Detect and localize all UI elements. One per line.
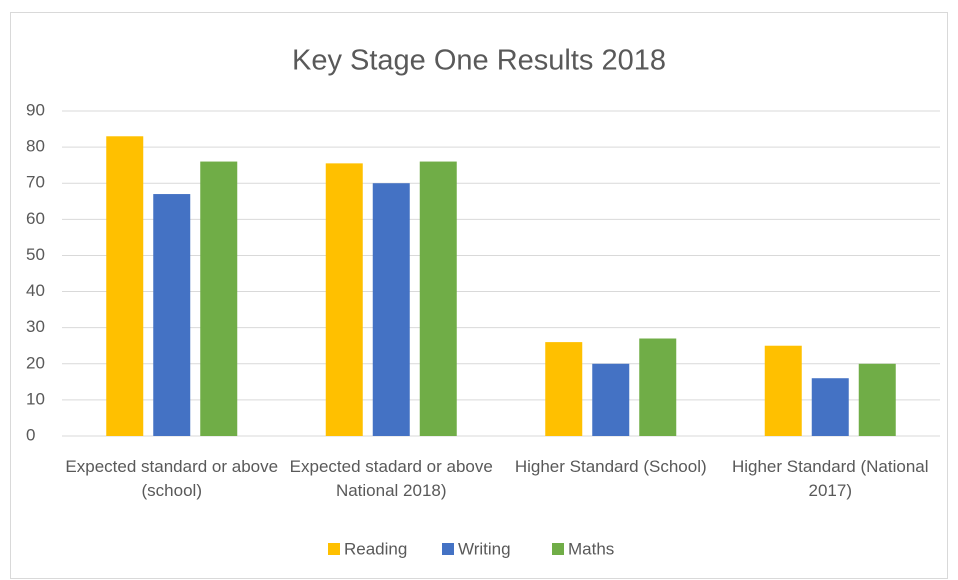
y-tick-label: 0 <box>26 425 35 444</box>
bar <box>545 342 583 436</box>
y-tick-label: 90 <box>26 100 45 119</box>
y-tick-label: 10 <box>26 389 45 408</box>
legend-label: Writing <box>458 539 511 558</box>
y-tick-label: 20 <box>26 353 45 372</box>
y-tick-label: 30 <box>26 317 45 336</box>
bar <box>106 136 144 436</box>
y-tick-label: 50 <box>26 245 45 264</box>
x-tick-label: Higher Standard (National 2017) <box>731 457 929 500</box>
y-tick-label: 40 <box>26 281 45 300</box>
legend-label: Reading <box>344 539 407 558</box>
bar <box>325 163 363 436</box>
bar <box>419 161 457 437</box>
bar <box>811 378 849 436</box>
bar <box>764 345 802 436</box>
legend-swatch <box>552 543 564 555</box>
x-tick-label: Expected standard or above (school) <box>65 457 279 500</box>
bar <box>858 363 896 436</box>
y-tick-label: 80 <box>26 137 45 156</box>
x-tick-label: Higher Standard (School) <box>514 457 707 476</box>
bar <box>639 338 677 436</box>
bar <box>592 363 630 436</box>
x-tick-label: Expected stadard or above National 2018) <box>289 457 493 500</box>
bar <box>372 183 410 436</box>
bar <box>200 161 238 437</box>
y-tick-label: 70 <box>26 173 45 192</box>
y-tick-label: 60 <box>26 209 45 228</box>
legend-swatch <box>442 543 454 555</box>
bar <box>153 194 191 436</box>
legend-swatch <box>328 543 340 555</box>
chart-title: Key Stage One Results 2018 <box>292 45 666 77</box>
legend-label: Maths <box>568 539 614 558</box>
